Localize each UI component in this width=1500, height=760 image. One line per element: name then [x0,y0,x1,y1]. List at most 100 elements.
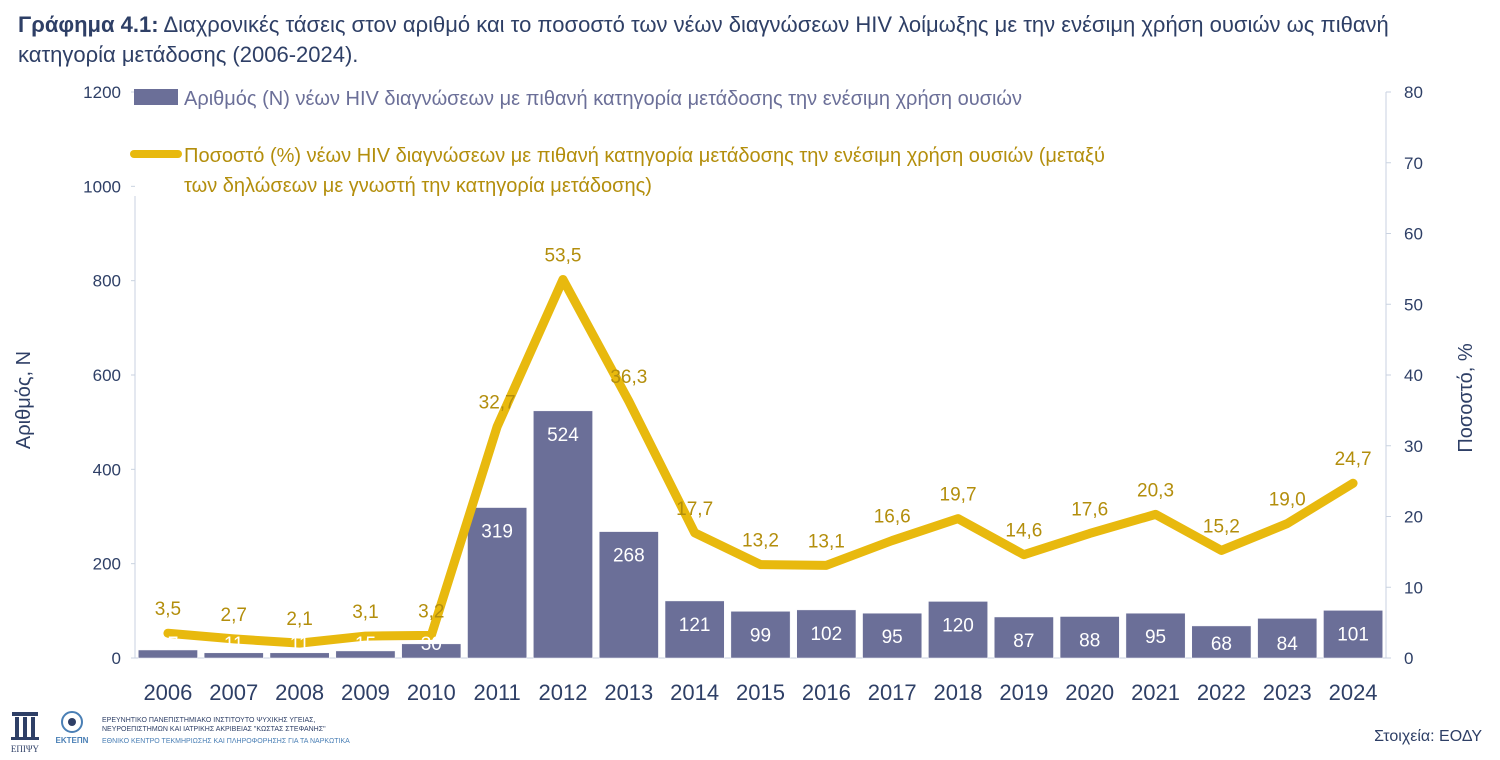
left-tick-label: 0 [112,649,121,668]
left-tick-label: 1200 [83,83,121,102]
right-axis-title: Ποσοστό, % [1455,343,1477,453]
x-tick-label: 2024 [1329,680,1378,705]
right-tick-label: 60 [1404,225,1423,244]
line-value-label: 36,3 [610,367,647,388]
footer-logos: ΕΠΙΨΥ ΕΚΤΕΠΝ [11,711,89,754]
legend-label-bars: Αριθμός (Ν) νέων HIV διαγνώσεων με πιθαν… [184,88,1022,110]
x-tick-label: 2018 [934,680,983,705]
legend-label-line: Ποσοστό (%) νέων HIV διαγνώσεων με πιθαν… [184,145,1105,197]
legend: Αριθμός (Ν) νέων HIV διαγνώσεων με πιθαν… [130,88,1105,197]
line-value-label: 32,7 [479,393,516,414]
x-tick-label: 2006 [143,680,192,705]
line-value-label: 19,0 [1269,490,1306,511]
line-value-label: 13,1 [808,531,845,552]
left-tick-label: 400 [93,460,121,479]
data-source: Στοιχεία: ΕΟΔΥ [1374,728,1482,745]
bar [928,601,988,659]
line-value-label: 2,1 [286,609,312,630]
bar [598,531,659,659]
bar [1125,612,1186,659]
bar [730,611,791,659]
bar [335,650,396,659]
epipsy-logo-text: ΕΠΙΨΥ [11,744,40,754]
bar-value-label: 319 [481,522,513,543]
bar [1059,616,1120,659]
x-tick-label: 2020 [1065,680,1114,705]
legend-label-line-1: Ποσοστό (%) νέων HIV διαγνώσεων με πιθαν… [184,145,1105,167]
footer-organization: ΕΡΕΥΝΗΤΙΚΟ ΠΑΝΕΠΙΣΤΗΜΙΑΚΟ ΙΝΣΤΙΤΟΥΤΟ ΨΥΧ… [102,716,350,746]
right-tick-label: 80 [1404,83,1423,102]
epipsy-logo: ΕΠΙΨΥ [11,712,40,754]
org-line-1: ΕΡΕΥΝΗΤΙΚΟ ΠΑΝΕΠΙΣΤΗΜΙΑΚΟ ΙΝΣΤΙΤΟΥΤΟ ΨΥΧ… [102,717,316,724]
x-tick-label: 2017 [868,680,917,705]
line-value-label: 53,5 [544,245,581,266]
bar [796,609,857,659]
line-series [163,274,1358,648]
bar-value-label: 17 [157,634,178,655]
right-tick-label: 10 [1404,578,1423,597]
ektepn-logo-text: ΕΚΤΕΠΝ [56,736,89,745]
line-value-label: 15,2 [1203,516,1240,537]
bar-value-label: 15 [355,634,376,655]
x-tick-label: 2012 [538,680,587,705]
line-value-label: 17,6 [1071,499,1108,520]
x-tick-label: 2015 [736,680,785,705]
right-tick-label: 20 [1404,508,1423,527]
line-value-label: 13,2 [742,531,779,552]
line-value-label: 3,5 [155,599,181,620]
bar-value-label: 101 [1337,624,1369,645]
right-tick-label: 0 [1404,649,1413,668]
bar-value-label: 99 [750,625,771,646]
bar-value-label: 87 [1013,631,1034,652]
bar [203,652,264,659]
bar [1191,625,1252,659]
bar [1323,610,1383,659]
x-tick-label: 2008 [275,680,324,705]
percentage-line [163,274,1358,648]
bar-value-label: 30 [421,634,442,655]
bar [862,612,923,659]
org-line-3: ΕΘΝΙΚΟ ΚΕΝΤΡΟ ΤΕΚΜΗΡΙΩΣΗΣ ΚΑΙ ΠΛΗΡΟΦΟΡΗΣ… [102,738,350,745]
right-tick-label: 40 [1404,366,1423,385]
left-axis-title: Αριθμός, Ν [13,351,35,449]
x-tick-label: 2022 [1197,680,1246,705]
line-value-label: 17,7 [676,499,713,520]
x-tick-label: 2021 [1131,680,1180,705]
right-tick-label: 70 [1404,154,1423,173]
left-tick-label: 1000 [83,177,121,196]
legend-label-line-2: των δηλώσεων με γνωστή την κατηγορία μετ… [184,175,652,197]
data-labels: 17 11 11 15 30 319 524 268 121 99 102 95 120 87 88 95 68… [155,245,1372,655]
bar-value-label: 524 [547,425,579,446]
line-value-label: 3,2 [418,601,444,622]
bar-series [138,410,1383,659]
bar [664,600,725,659]
line-value-label: 20,3 [1137,480,1174,501]
bar [533,410,593,659]
bar [401,643,462,659]
bar [269,652,330,659]
org-line-2: ΝΕΥΡΟΕΠΙΣΤΗΜΩΝ ΚΑΙ ΙΑΤΡΙΚΗΣ ΑΚΡΙΒΕΙΑΣ "Κ… [102,726,326,733]
bar-value-label: 268 [613,546,645,567]
right-tick-label: 30 [1404,437,1423,456]
line-value-label: 24,7 [1335,449,1372,470]
bar-value-label: 120 [942,615,974,636]
bar-value-label: 84 [1277,634,1299,655]
chart-title-text: Διαχρονικές τάσεις στον αριθμό και το πο… [18,12,1389,67]
line-value-label: 19,7 [940,485,977,506]
bar [1257,618,1318,659]
x-tick-label: 2010 [407,680,456,705]
x-tick-label: 2007 [209,680,258,705]
bar-value-label: 11 [224,634,244,655]
x-tick-label: 2023 [1263,680,1312,705]
line-value-label: 2,7 [221,605,247,626]
x-tick-label: 2013 [604,680,653,705]
bar-value-label: 11 [290,634,310,655]
bar [467,507,528,659]
right-tick-label: 50 [1404,295,1423,314]
bar-value-label: 95 [882,627,903,648]
x-tick-label: 2014 [670,680,719,705]
left-tick-label: 200 [93,555,121,574]
x-tick-label: 2016 [802,680,851,705]
x-tick-label: 2019 [999,680,1048,705]
